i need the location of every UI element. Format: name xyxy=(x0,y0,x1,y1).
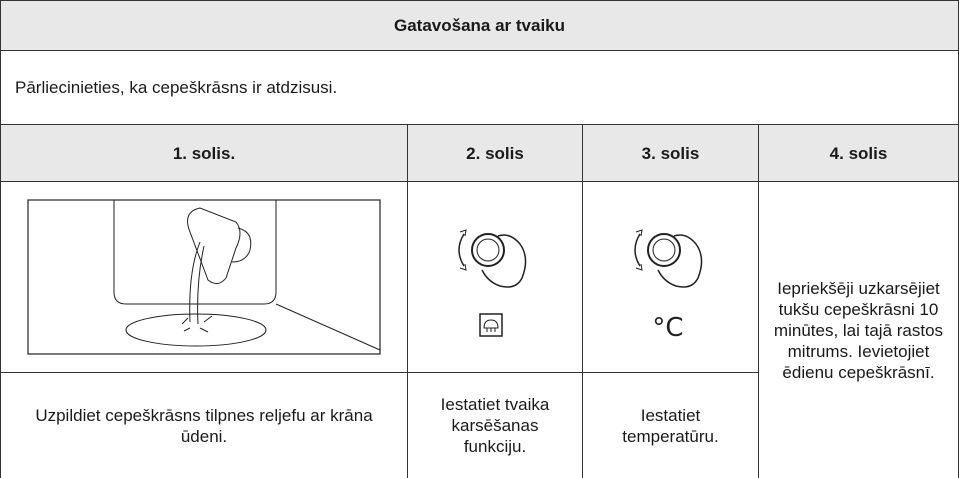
illustration-pour-water xyxy=(27,199,381,355)
icon-knob-steam xyxy=(458,229,527,337)
table-title: Gatavošana ar tvaiku xyxy=(0,0,959,51)
step-heading: 3. solis xyxy=(582,124,759,182)
step-text: Iepriekšēji uzkarsējiet tukšu cepeškrāsn… xyxy=(758,181,959,478)
illustration-cell xyxy=(407,181,583,373)
step-heading: 4. solis xyxy=(758,124,959,182)
icon-knob-temperature: °C xyxy=(633,229,702,343)
illustration-cell: °C xyxy=(582,181,759,373)
note: Pārliecinieties, ka cepeškrāsns ir atdzi… xyxy=(0,50,959,125)
step-heading: 1. solis. xyxy=(0,124,408,182)
step-text: Iestatiet temperatūru. xyxy=(582,372,759,478)
illustration-cell xyxy=(0,181,408,373)
step-heading: 2. solis xyxy=(407,124,583,182)
step-text: Uzpildiet cepeškrāsns tilpnes reljefu ar… xyxy=(0,372,408,478)
temperature-symbol: °C xyxy=(652,313,683,343)
step-text: Iestatiet tvaika karsēšanas funkciju. xyxy=(407,372,583,478)
